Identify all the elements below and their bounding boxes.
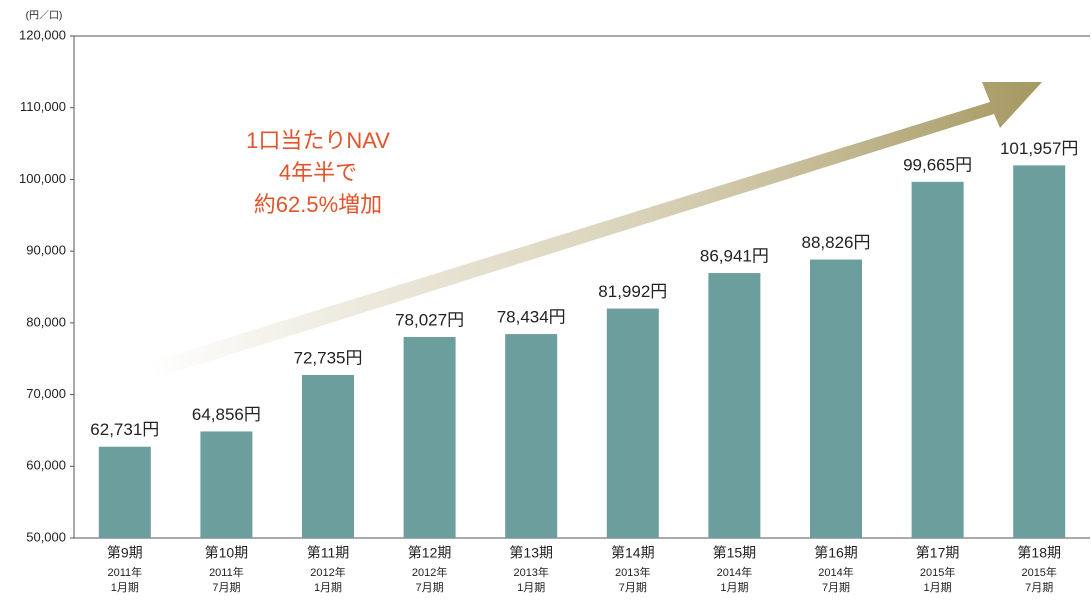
x-sublabel: 7月期 xyxy=(1025,581,1053,594)
x-sublabel: 2014年 xyxy=(818,565,853,579)
bar xyxy=(200,431,253,538)
x-sublabel: 2013年 xyxy=(513,565,548,579)
x-tick-label: 第16期 xyxy=(814,545,858,561)
bar xyxy=(606,308,659,538)
y-tick-label: 80,000 xyxy=(26,314,66,329)
unit-label: (円／口) xyxy=(26,10,63,22)
annotation-line: 約62.5%増加 xyxy=(254,192,382,217)
x-sublabel: 7月期 xyxy=(822,581,850,594)
annotation-line: 1口当たりNAV xyxy=(246,128,390,153)
x-tick-label: 第18期 xyxy=(1017,545,1061,561)
x-sublabel: 2011年 xyxy=(107,565,142,579)
x-tick-label: 第12期 xyxy=(408,545,452,561)
bar xyxy=(810,259,862,538)
bar xyxy=(505,334,558,538)
value-label: 62,731円 xyxy=(90,420,159,439)
bar xyxy=(911,181,964,538)
x-sublabel: 1月期 xyxy=(314,581,342,594)
bar xyxy=(98,446,151,538)
x-tick-label: 第14期 xyxy=(611,545,655,561)
trend-arrow xyxy=(150,82,1042,378)
value-label: 81,992円 xyxy=(598,282,667,301)
y-tick-label: 100,000 xyxy=(19,171,66,186)
x-sublabel: 7月期 xyxy=(619,581,647,594)
value-label: 99,665円 xyxy=(903,155,972,174)
x-tick-label: 第17期 xyxy=(916,545,960,561)
x-tick-label: 第10期 xyxy=(205,545,249,561)
x-sublabel: 1月期 xyxy=(517,581,545,594)
y-tick-label: 120,000 xyxy=(19,27,66,42)
y-tick-label: 60,000 xyxy=(26,458,66,473)
y-tick-label: 70,000 xyxy=(26,386,66,401)
x-sublabel: 2015年 xyxy=(920,565,955,579)
x-sublabel: 7月期 xyxy=(212,581,240,594)
x-sublabel: 2011年 xyxy=(209,565,244,579)
y-tick-label: 110,000 xyxy=(20,99,66,114)
bar xyxy=(403,337,456,538)
x-tick-label: 第15期 xyxy=(713,545,757,561)
x-sublabel: 1月期 xyxy=(720,581,748,594)
x-tick-label: 第13期 xyxy=(509,545,553,561)
value-label: 72,735円 xyxy=(294,348,363,367)
value-label: 78,434円 xyxy=(497,308,566,327)
x-sublabel: 2015年 xyxy=(1021,565,1056,579)
y-tick-label: 90,000 xyxy=(26,243,66,258)
x-sublabel: 2012年 xyxy=(310,565,345,579)
annotation-line: 4年半で xyxy=(279,160,357,185)
x-sublabel: 1月期 xyxy=(924,581,952,594)
value-label: 64,856円 xyxy=(192,405,261,424)
x-sublabel: 1月期 xyxy=(111,581,139,594)
value-label: 88,826円 xyxy=(802,233,871,252)
y-tick-label: 50,000 xyxy=(26,529,66,544)
bar xyxy=(708,273,761,538)
x-tick-label: 第11期 xyxy=(307,545,350,561)
value-label: 86,941円 xyxy=(700,247,769,266)
x-sublabel: 7月期 xyxy=(416,581,444,594)
x-sublabel: 2014年 xyxy=(717,565,752,579)
x-sublabel: 2013年 xyxy=(615,565,650,579)
bar xyxy=(302,374,354,538)
bar xyxy=(1013,165,1066,538)
x-tick-label: 第9期 xyxy=(107,545,143,561)
x-sublabel: 2012年 xyxy=(412,565,447,579)
value-label: 101,957円 xyxy=(1000,139,1078,158)
value-label: 78,027円 xyxy=(395,310,464,329)
